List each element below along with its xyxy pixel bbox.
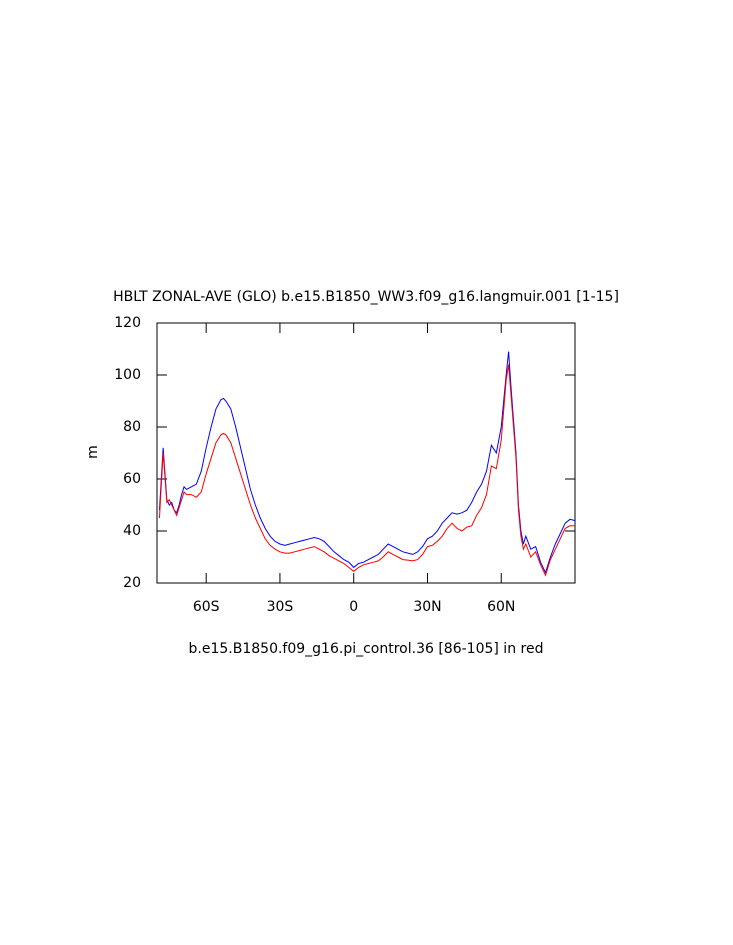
plot-frame [156,322,576,584]
series-line [158,364,575,577]
chart-title: HBLT ZONAL-AVE (GLO) b.e15.B1850_WW3.f09… [113,289,619,305]
x-tick-label: 30N [413,599,441,615]
y-axis-label: m [85,445,101,459]
x-tick-label: 0 [349,599,358,615]
series-line [158,351,576,574]
y-tick-label: 120 [114,315,141,331]
y-tick-label: 100 [114,367,141,383]
x-tick-label: 60N [487,599,515,615]
x-tick-label: 30S [267,599,294,615]
y-tick-label: 60 [123,471,141,487]
x-tick-label: 60S [193,599,220,615]
y-tick-label: 80 [123,419,141,435]
y-tick-label: 40 [123,523,141,539]
y-tick-label: 20 [123,575,141,591]
chart-subtitle: b.e15.B1850.f09_g16.pi_control.36 [86-10… [189,641,544,657]
